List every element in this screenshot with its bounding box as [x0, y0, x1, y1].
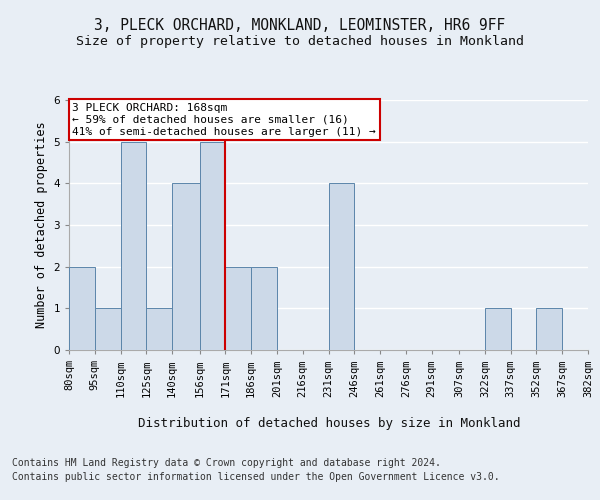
Bar	[536, 308, 562, 350]
Bar	[226, 266, 251, 350]
Bar	[485, 308, 511, 350]
Bar	[172, 184, 200, 350]
Text: Distribution of detached houses by size in Monkland: Distribution of detached houses by size …	[137, 418, 520, 430]
Bar	[69, 266, 95, 350]
Bar	[121, 142, 146, 350]
Text: 3 PLECK ORCHARD: 168sqm
← 59% of detached houses are smaller (16)
41% of semi-de: 3 PLECK ORCHARD: 168sqm ← 59% of detache…	[73, 104, 376, 136]
Bar	[95, 308, 121, 350]
Text: Contains HM Land Registry data © Crown copyright and database right 2024.: Contains HM Land Registry data © Crown c…	[12, 458, 441, 468]
Bar	[251, 266, 277, 350]
Bar	[329, 184, 354, 350]
Text: Size of property relative to detached houses in Monkland: Size of property relative to detached ho…	[76, 35, 524, 48]
Text: Contains public sector information licensed under the Open Government Licence v3: Contains public sector information licen…	[12, 472, 500, 482]
Text: 3, PLECK ORCHARD, MONKLAND, LEOMINSTER, HR6 9FF: 3, PLECK ORCHARD, MONKLAND, LEOMINSTER, …	[94, 18, 506, 32]
Bar	[200, 142, 226, 350]
Bar	[146, 308, 172, 350]
Y-axis label: Number of detached properties: Number of detached properties	[35, 122, 48, 328]
